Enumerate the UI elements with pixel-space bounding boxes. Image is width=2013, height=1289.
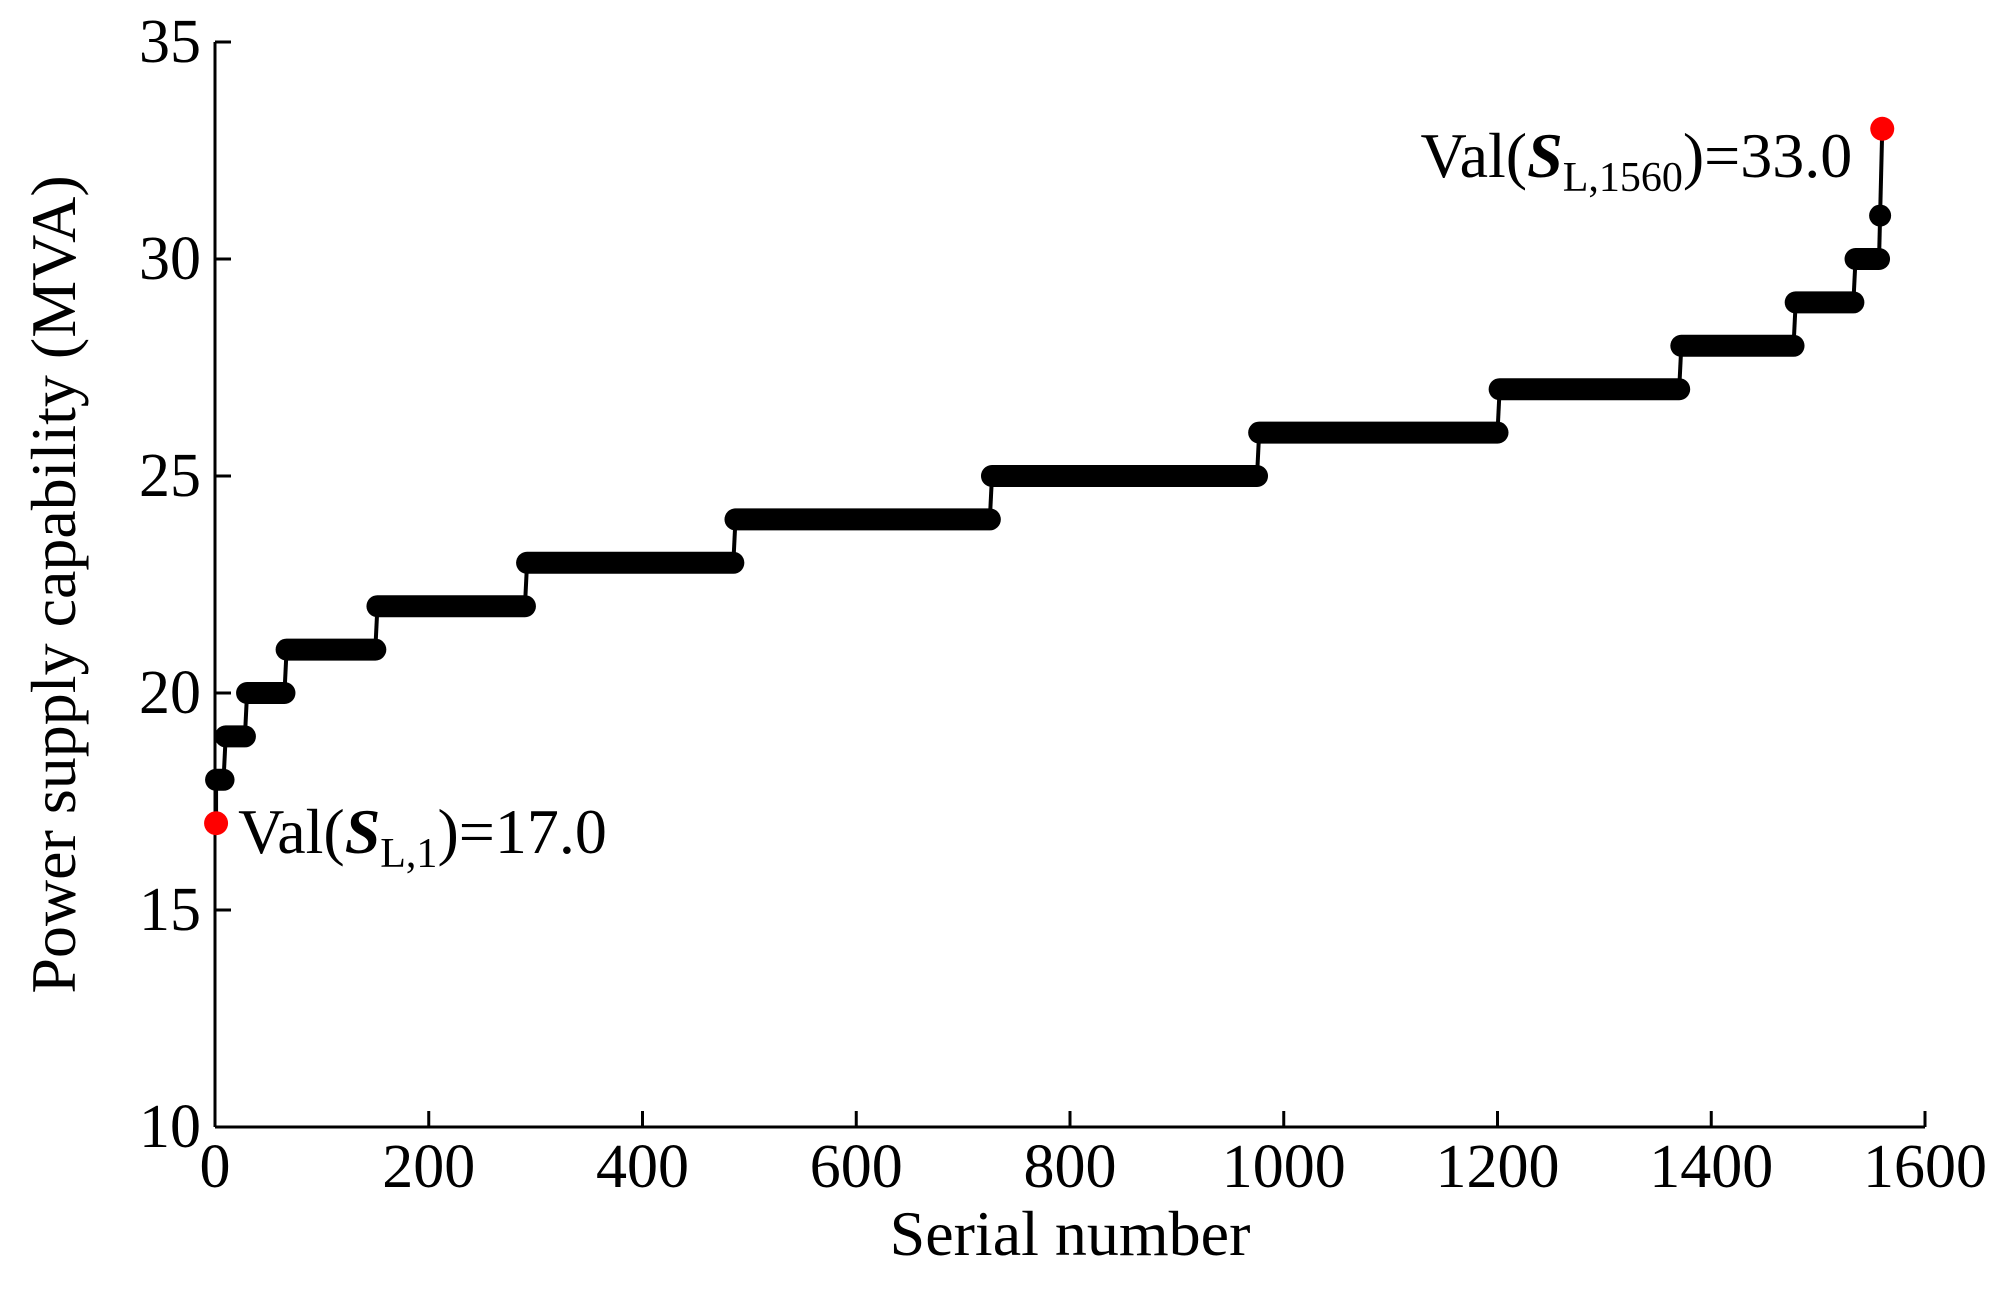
x-tick-label: 400 [596,1133,689,1201]
axes [213,42,1925,1129]
annotations: Val(SL,1)=17.0 Val(SL,1560)=33.0 [204,116,1895,877]
x-tick-label: 800 [1024,1133,1117,1201]
y-tick-label: 10 [139,1093,201,1161]
y-tick-label: 30 [139,225,201,293]
x-ticks: 0 200 400 600 800 1000 1200 1400 1600 [200,1111,1987,1201]
x-axis-title: Serial number [890,1198,1251,1269]
highlight-connector [1878,128,1885,216]
y-tick-label: 35 [139,8,201,76]
y-tick-label: 15 [139,876,201,944]
x-tick-label: 200 [382,1133,475,1201]
highlight-point [204,811,229,836]
y-tick-label: 25 [139,442,201,510]
y-ticks: 10 15 20 25 30 35 [139,8,231,1161]
x-tick-label: 1600 [1863,1133,1987,1201]
highlight-label: Val(SL,1560)=33.0 [1420,120,1852,201]
y-axis-title: Power supply capability (MVA) [18,175,89,993]
highlight-point [1870,116,1895,141]
plot-area [205,204,1892,791]
x-tick-label: 600 [810,1133,903,1201]
x-tick-label: 1400 [1649,1133,1773,1201]
y-tick-label: 20 [139,659,201,727]
x-tick-label: 0 [200,1133,231,1201]
x-tick-label: 1000 [1222,1133,1346,1201]
x-tick-label: 1200 [1436,1133,1560,1201]
highlight-label: Val(SL,1)=17.0 [238,796,607,877]
